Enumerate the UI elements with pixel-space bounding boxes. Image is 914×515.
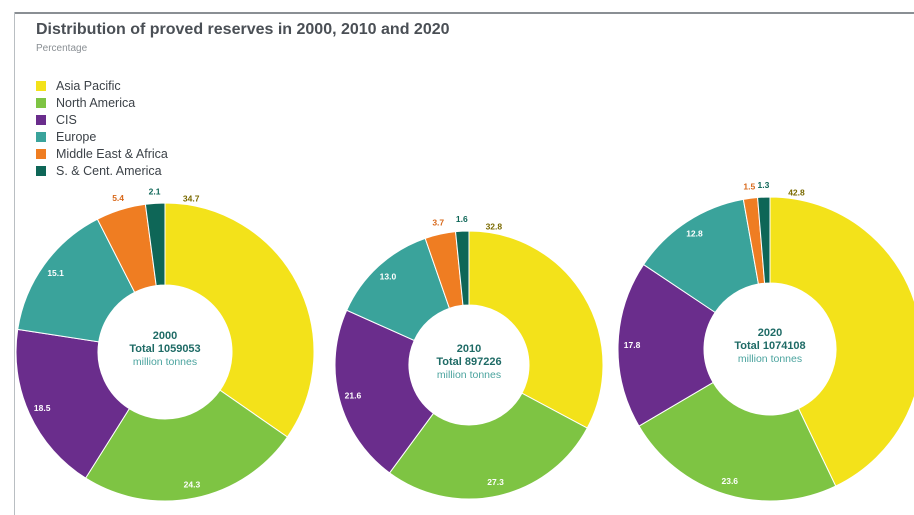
legend-label: S. & Cent. America (56, 163, 162, 178)
center-unit-2020: million tonnes (738, 353, 802, 365)
value-label-2020-middle-east-africa: 1.5 (743, 181, 755, 191)
center-unit-2000: million tonnes (133, 356, 197, 368)
value-label-2010-s-cent-america: 1.6 (456, 214, 468, 224)
value-label-2010-middle-east-africa: 3.7 (432, 217, 444, 227)
legend-item: S. & Cent. America (36, 162, 168, 179)
legend: Asia Pacific North America CIS Europe Mi… (36, 77, 168, 179)
legend-swatch-north-america (36, 97, 46, 108)
value-label-2010-europe: 13.0 (380, 271, 397, 281)
center-total-2000: Total 1059053 (129, 343, 200, 355)
value-label-2000-north-america: 24.3 (184, 479, 201, 489)
legend-swatch-middle-east-africa (36, 148, 46, 159)
value-label-2020-s-cent-america: 1.3 (757, 180, 769, 190)
center-year-2010: 2010 (457, 343, 481, 355)
slice-2000-s-cent-america (144, 202, 166, 287)
legend-item: Asia Pacific (36, 77, 168, 94)
value-label-2000-asia-pacific: 34.7 (183, 194, 200, 204)
value-label-2020-asia-pacific: 42.8 (788, 188, 805, 198)
chart-title: Distribution of proved reserves in 2000,… (36, 21, 450, 38)
legend-item: CIS (36, 111, 168, 128)
legend-label: Middle East & Africa (56, 146, 168, 161)
legend-label: Asia Pacific (56, 78, 121, 93)
value-label-2010-north-america: 27.3 (487, 477, 504, 487)
slice-2020-s-cent-america (757, 196, 771, 284)
legend-item: Europe (36, 128, 168, 145)
legend-label: Europe (56, 129, 97, 144)
center-total-2020: Total 1074108 (734, 340, 805, 352)
slice-2010-cis (334, 309, 435, 474)
top-rule (14, 12, 914, 14)
value-label-2000-cis: 18.5 (34, 403, 51, 413)
value-label-2010-asia-pacific: 32.8 (486, 222, 503, 232)
slice-2000-north-america (84, 389, 289, 502)
legend-label: North America (56, 95, 136, 110)
center-year-2000: 2000 (153, 330, 177, 342)
legend-swatch-asia-pacific (36, 80, 46, 91)
value-label-2000-s-cent-america: 2.1 (149, 186, 161, 196)
value-label-2020-north-america: 23.6 (721, 476, 738, 486)
slice-2020-cis (617, 263, 716, 427)
slice-2010-north-america (388, 392, 588, 500)
value-label-2010-cis: 21.6 (345, 391, 362, 401)
slice-2020-asia-pacific (769, 196, 914, 487)
value-label-2000-europe: 15.1 (47, 268, 64, 278)
legend-item: Middle East & Africa (36, 145, 168, 162)
center-total-2010: Total 897226 (436, 356, 501, 368)
slice-2000-cis (15, 328, 130, 479)
value-label-2020-cis: 17.8 (624, 340, 641, 350)
legend-item: North America (36, 94, 168, 111)
slice-2000-asia-pacific (164, 202, 315, 438)
slice-2010-s-cent-america (455, 230, 470, 306)
slice-2020-north-america (638, 381, 837, 502)
value-label-2020-europe: 12.8 (686, 229, 703, 239)
center-unit-2010: million tonnes (437, 369, 501, 381)
value-label-2000-middle-east-africa: 5.4 (112, 193, 124, 203)
center-year-2020: 2020 (758, 327, 782, 339)
legend-label: CIS (56, 112, 77, 127)
chart-subtitle: Percentage (36, 43, 88, 54)
left-rule (14, 12, 15, 515)
legend-swatch-europe (36, 131, 46, 142)
legend-swatch-s-cent-america (36, 165, 46, 176)
slice-2010-asia-pacific (468, 230, 604, 429)
legend-swatch-cis (36, 114, 46, 125)
